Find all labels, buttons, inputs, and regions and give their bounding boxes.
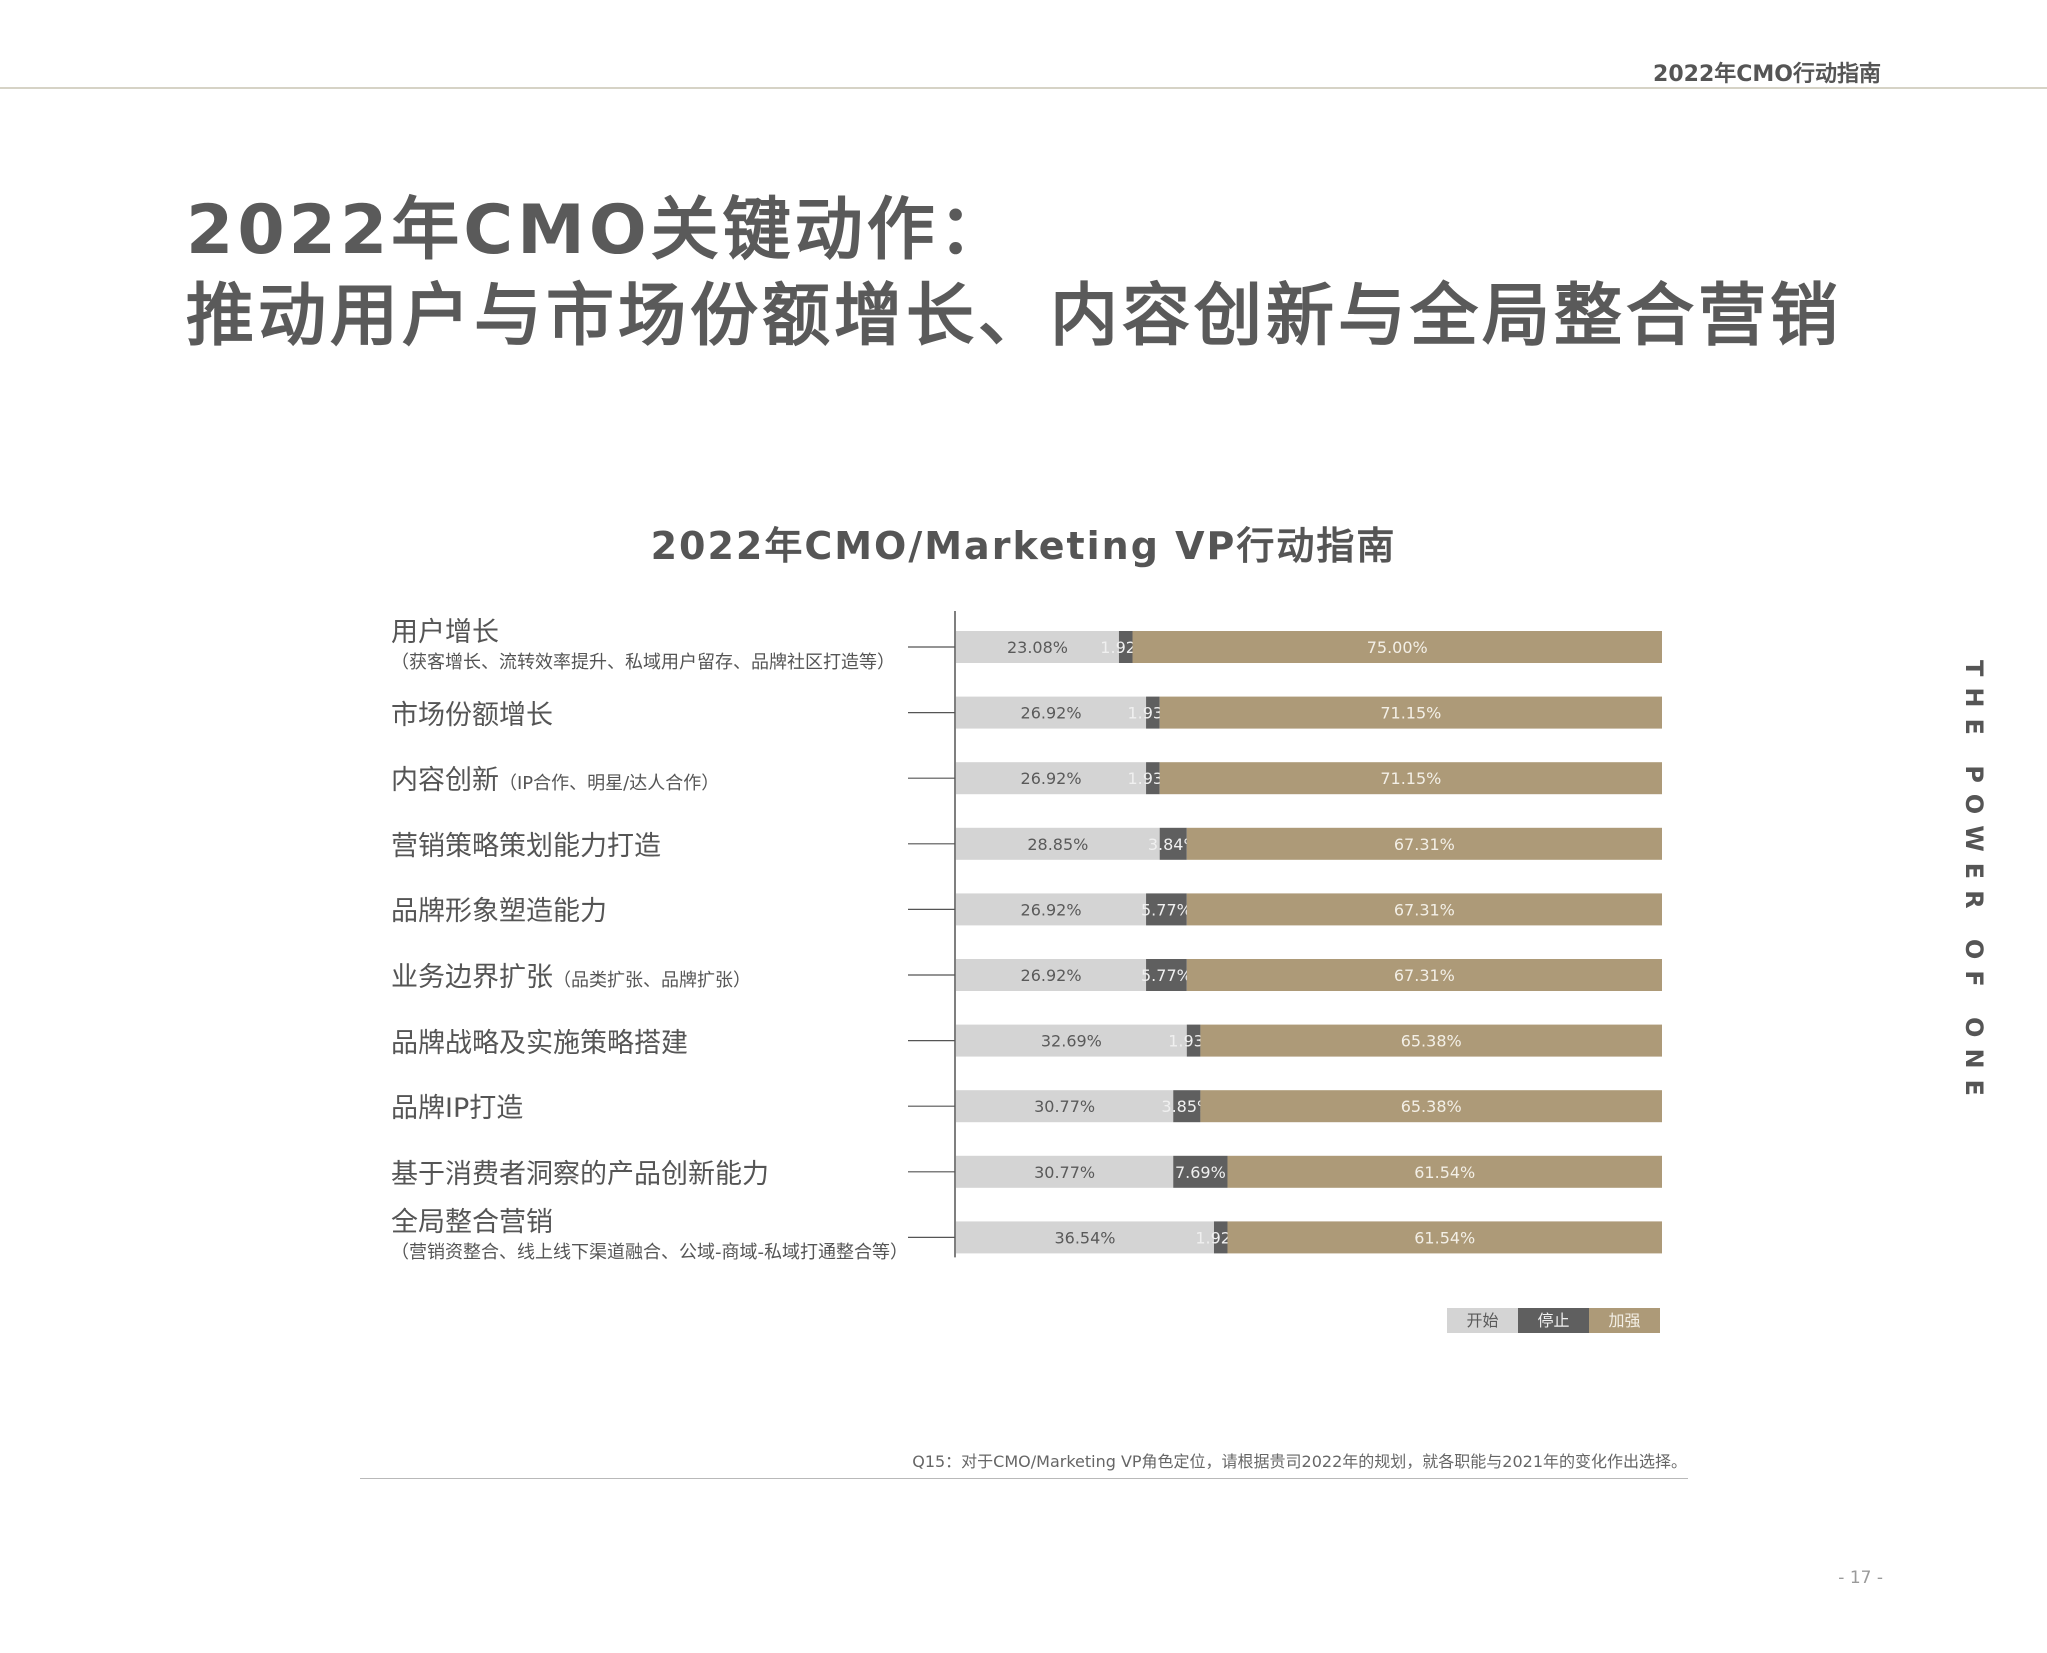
footnote: Q15：对于CMO/Marketing VP角色定位，请根据贵司2022年的规划… xyxy=(912,1452,1687,1471)
page-number: - 17 - xyxy=(1838,1568,1883,1588)
header-divider xyxy=(0,87,2047,89)
bar-value-label-start: 26.92% xyxy=(1021,900,1082,919)
bar-segment-start xyxy=(956,696,1147,729)
bar-segment-start xyxy=(956,1090,1174,1123)
bar-segment-start xyxy=(956,762,1147,795)
bar-segment-strengthen xyxy=(1159,696,1662,729)
bar-value-label-start: 26.92% xyxy=(1021,966,1082,985)
bar-segment-start xyxy=(956,959,1147,991)
category-label: 营销策略策划能力打造 xyxy=(391,824,661,863)
bar-segment-stop xyxy=(1159,827,1187,860)
page-title-line-1: 2022年CMO关键动作： xyxy=(186,191,1011,270)
category-label-main: 市场份额增长 xyxy=(391,699,553,731)
bar-segment-strengthen xyxy=(1186,959,1662,991)
category-label-sub: （IP合作、明星/达人合作） xyxy=(499,773,720,795)
bar-value-label-start: 32.69% xyxy=(1041,1032,1102,1051)
bar-segment-stop xyxy=(1213,1221,1228,1254)
page-title: 2022年CMO关键动作： 推动用户与市场份额增长、内容创新与全局整合营销 xyxy=(186,188,1842,360)
legend-item-stop: 停止 xyxy=(1518,1308,1589,1333)
bar-value-label-strengthen: 71.15% xyxy=(1380,769,1441,788)
bar-segment-strengthen xyxy=(1200,1024,1662,1057)
category-label-main: 用户增长 xyxy=(391,617,499,648)
bar-segment-stop xyxy=(1146,696,1160,729)
bar-value-label-stop: 5.77% xyxy=(1141,966,1192,985)
category-label: 业务边界扩张（品类扩张、品牌扩张） xyxy=(391,955,751,994)
chart-title: 2022年CMO/Marketing VP行动指南 xyxy=(650,524,1397,568)
category-label: 全局整合营销 （营销资整合、线上线下渠道融合、公域-商域-私域打通整合等） xyxy=(391,1207,908,1266)
side-slogan: THE POWER OF ONE xyxy=(1960,660,1988,1107)
bar-value-label-strengthen: 61.54% xyxy=(1414,1163,1475,1182)
bar-segment-strengthen xyxy=(1200,1090,1662,1123)
bar-value-label-start: 23.08% xyxy=(1007,638,1068,657)
category-label: 市场份额增长 xyxy=(391,693,553,732)
category-label-main: 业务边界扩张 xyxy=(391,962,553,993)
bar-segment-start xyxy=(956,1221,1214,1254)
category-label: 用户增长 （获客增长、流转效率提升、私域用户留存、品牌社区打造等） xyxy=(391,617,895,676)
category-label: 内容创新（IP合作、明星/达人合作） xyxy=(391,758,719,797)
category-label-main: 品牌形象塑造能力 xyxy=(391,896,607,928)
bar-value-label-start: 36.54% xyxy=(1054,1228,1115,1247)
bar-segment-start xyxy=(956,1155,1174,1188)
bar-value-label-stop: 7.69% xyxy=(1175,1163,1226,1182)
bar-value-label-start: 28.85% xyxy=(1027,835,1088,854)
legend-item-start: 开始 xyxy=(1447,1308,1518,1333)
bar-value-label-strengthen: 65.38% xyxy=(1401,1097,1462,1116)
bar-value-label-strengthen: 75.00% xyxy=(1367,638,1428,657)
bar-segment-strengthen xyxy=(1227,1221,1662,1254)
category-label-main: 基于消费者洞察的产品创新能力 xyxy=(391,1158,769,1190)
bar-segment-stop xyxy=(1146,959,1187,991)
bar-segment-stop xyxy=(1173,1090,1201,1123)
category-label: 品牌战略及实施策略搭建 xyxy=(391,1021,688,1060)
bar-value-label-strengthen: 67.31% xyxy=(1394,966,1455,985)
bar-value-label-strengthen: 61.54% xyxy=(1414,1228,1475,1247)
category-label-sub: （获客增长、流转效率提升、私域用户留存、品牌社区打造等） xyxy=(391,652,895,673)
category-label-main: 内容创新 xyxy=(391,765,499,797)
bar-segment-stop xyxy=(1186,1024,1201,1057)
category-label-main: 全局整合营销 xyxy=(391,1207,553,1239)
header-title: 2022年CMO行动指南 xyxy=(1653,62,1881,87)
bar-value-label-stop: 5.77% xyxy=(1141,900,1192,919)
category-label-main: 营销策略策划能力打造 xyxy=(391,830,661,862)
bar-value-label-strengthen: 65.38% xyxy=(1401,1032,1462,1051)
bar-value-label-strengthen: 67.31% xyxy=(1394,900,1455,919)
bar-segment-stop xyxy=(1118,631,1133,663)
page-title-line-2: 推动用户与市场份额增长、内容创新与全局整合营销 xyxy=(186,277,1843,356)
bar-segment-stop xyxy=(1146,762,1160,795)
bar-segment-stop xyxy=(1146,893,1187,926)
bar-segment-start xyxy=(956,827,1160,860)
category-label-sub: （品类扩张、品牌扩张） xyxy=(553,970,751,991)
bar-segment-strengthen xyxy=(1132,631,1662,663)
bar-value-label-strengthen: 71.15% xyxy=(1380,704,1441,723)
bar-value-label-stop: 3.85% xyxy=(1161,1097,1212,1116)
bar-value-label-start: 26.92% xyxy=(1021,769,1082,788)
legend-item-strengthen: 加强 xyxy=(1589,1308,1660,1333)
bar-segment-strengthen xyxy=(1186,893,1662,926)
bar-value-label-strengthen: 67.31% xyxy=(1394,835,1455,854)
bar-segment-strengthen xyxy=(1159,762,1662,795)
bar-segment-strengthen xyxy=(1186,827,1662,860)
chart-legend: 开始 停止 加强 xyxy=(1447,1308,1660,1333)
category-label: 品牌形象塑造能力 xyxy=(391,889,607,928)
bar-value-label-start: 30.77% xyxy=(1034,1163,1095,1182)
category-label: 品牌IP打造 xyxy=(391,1086,523,1125)
bar-value-label-start: 30.77% xyxy=(1034,1097,1095,1116)
footnote-divider xyxy=(360,1478,1688,1479)
bar-segment-start xyxy=(956,631,1119,663)
bar-value-label-start: 26.92% xyxy=(1021,704,1082,723)
bar-segment-start xyxy=(956,893,1147,926)
bar-segment-stop xyxy=(1173,1155,1228,1188)
bar-value-label-stop: 3.84% xyxy=(1148,835,1199,854)
category-label: 基于消费者洞察的产品创新能力 xyxy=(391,1152,769,1191)
category-label-main: 品牌IP打造 xyxy=(391,1093,524,1125)
bar-segment-start xyxy=(956,1024,1187,1057)
bar-segment-strengthen xyxy=(1227,1155,1662,1188)
category-label-main: 品牌战略及实施策略搭建 xyxy=(391,1027,688,1059)
category-label-sub: （营销资整合、线上线下渠道融合、公域-商域-私域打通整合等） xyxy=(391,1242,908,1264)
